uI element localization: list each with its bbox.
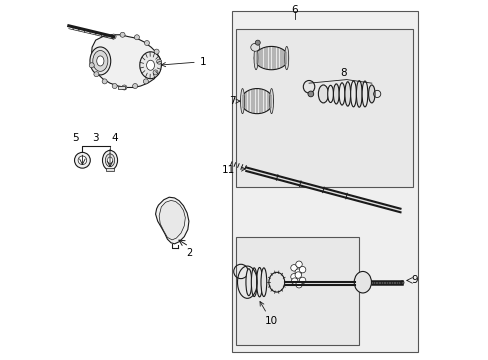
Circle shape (294, 269, 301, 275)
Circle shape (143, 79, 148, 84)
Text: 6: 6 (291, 5, 297, 15)
Circle shape (153, 70, 158, 75)
Ellipse shape (240, 89, 244, 114)
Circle shape (132, 84, 137, 89)
Ellipse shape (327, 85, 333, 103)
Text: 10: 10 (260, 302, 277, 326)
Ellipse shape (146, 60, 154, 70)
Circle shape (89, 63, 94, 68)
Ellipse shape (97, 56, 104, 66)
Bar (235, 30, 412, 187)
Circle shape (154, 49, 159, 54)
Polygon shape (246, 167, 400, 212)
Ellipse shape (269, 89, 273, 114)
Bar (118, 86, 125, 89)
Text: 2: 2 (185, 248, 192, 258)
Circle shape (294, 272, 301, 278)
Circle shape (120, 32, 125, 37)
Text: 4: 4 (111, 133, 118, 143)
Circle shape (134, 35, 139, 40)
Ellipse shape (318, 85, 328, 103)
Text: 7: 7 (229, 96, 240, 106)
Circle shape (102, 79, 107, 84)
Circle shape (299, 266, 305, 273)
Ellipse shape (90, 47, 110, 75)
Circle shape (144, 41, 149, 45)
Ellipse shape (350, 81, 356, 107)
Ellipse shape (245, 269, 251, 296)
Bar (235, 237, 359, 345)
Ellipse shape (102, 150, 117, 170)
Ellipse shape (261, 268, 266, 297)
Ellipse shape (333, 84, 339, 104)
Text: 8: 8 (339, 68, 346, 78)
Circle shape (156, 59, 162, 64)
Text: 5: 5 (73, 133, 79, 143)
Ellipse shape (251, 268, 257, 297)
Polygon shape (155, 197, 188, 244)
Polygon shape (159, 201, 185, 240)
Ellipse shape (254, 46, 288, 70)
Ellipse shape (344, 82, 350, 106)
Circle shape (112, 84, 117, 89)
Ellipse shape (356, 81, 362, 107)
Polygon shape (91, 35, 161, 87)
Ellipse shape (339, 83, 344, 105)
Bar (231, 12, 418, 352)
Circle shape (78, 156, 86, 165)
Ellipse shape (268, 273, 284, 292)
Ellipse shape (284, 46, 288, 70)
Circle shape (295, 261, 302, 267)
Ellipse shape (250, 43, 259, 51)
Ellipse shape (253, 46, 258, 70)
Ellipse shape (400, 281, 403, 284)
Circle shape (74, 152, 90, 168)
Text: 3: 3 (92, 133, 99, 143)
Circle shape (295, 282, 302, 288)
Ellipse shape (241, 89, 273, 114)
Circle shape (111, 34, 116, 39)
Ellipse shape (353, 271, 371, 293)
Ellipse shape (107, 157, 112, 163)
Text: 1: 1 (161, 57, 206, 67)
Circle shape (122, 85, 126, 90)
Ellipse shape (256, 267, 262, 297)
Circle shape (290, 274, 297, 280)
Ellipse shape (368, 85, 374, 103)
Circle shape (255, 40, 260, 45)
Ellipse shape (303, 81, 314, 93)
Circle shape (307, 91, 313, 97)
Bar (106, 168, 113, 171)
Ellipse shape (140, 52, 161, 79)
Circle shape (299, 277, 305, 284)
Ellipse shape (362, 81, 367, 107)
Circle shape (94, 72, 99, 77)
Circle shape (290, 265, 297, 271)
Ellipse shape (105, 154, 115, 167)
Text: 9: 9 (411, 275, 417, 285)
Circle shape (291, 278, 297, 284)
Text: 11: 11 (221, 165, 245, 175)
Ellipse shape (93, 50, 108, 71)
